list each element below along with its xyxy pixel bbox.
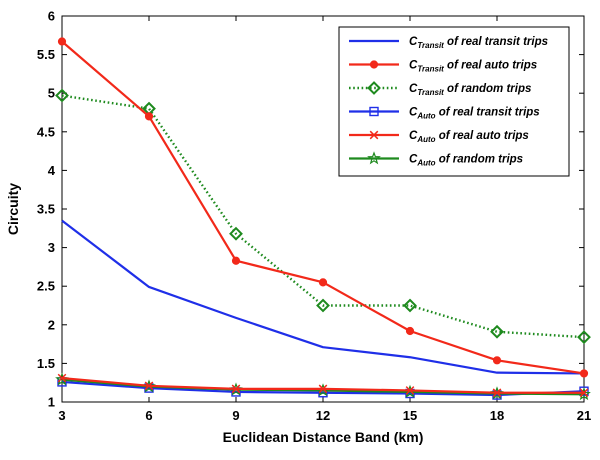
- x-tick-label: 12: [316, 408, 330, 423]
- x-axis-label: Euclidean Distance Band (km): [223, 429, 424, 445]
- legend-label: CAuto of random trips: [409, 154, 523, 168]
- data-point: [144, 112, 154, 121]
- y-tick-label: 3: [48, 240, 55, 255]
- axis-ticks: 3 6 9 12 15 18 21 1 1.5 2 2.5 3 3.5 4 4.5 5 5.5 6: [37, 9, 591, 424]
- legend-marker: [369, 60, 379, 69]
- legend-marker: [367, 81, 381, 95]
- x-tick-label: 15: [403, 408, 417, 423]
- data-point: [579, 388, 589, 398]
- legend-marker: [367, 151, 381, 165]
- legend-box: [338, 26, 570, 177]
- legend-marker: [369, 130, 379, 140]
- data-point: [316, 298, 330, 313]
- y-tick-label: 5: [48, 86, 55, 101]
- data-point: [405, 386, 415, 395]
- legend-label: CTransit of real transit trips: [409, 36, 548, 50]
- data-point: [492, 356, 502, 365]
- x-tick-label: 18: [490, 408, 504, 423]
- x-tick-label: 6: [145, 408, 152, 423]
- x-tick-label: 9: [232, 408, 239, 423]
- y-tick-label: 6: [48, 9, 55, 24]
- data-point: [318, 384, 328, 394]
- y-tick-label: 1: [48, 395, 55, 410]
- legend-item: CTransit of real auto trips: [349, 60, 537, 74]
- legend-item: CAuto of real auto trips: [349, 130, 529, 144]
- data-point: [57, 373, 67, 383]
- data-point: [403, 298, 417, 313]
- data-point: [492, 390, 502, 400]
- series-2: [57, 37, 589, 378]
- legend-item: CAuto of real transit trips: [349, 107, 540, 121]
- series-5: [57, 373, 589, 398]
- legend-item: CTransit of real transit trips: [349, 36, 548, 50]
- y-axis-label: Circuity: [5, 183, 21, 235]
- y-tick-label: 4.5: [37, 124, 55, 139]
- data-point: [490, 324, 504, 339]
- legend-label: CAuto of real auto trips: [409, 130, 529, 144]
- data-point: [405, 326, 415, 336]
- data-point: [492, 388, 502, 398]
- y-tick-label: 4: [48, 163, 56, 178]
- data-point: [231, 256, 241, 265]
- legend-marker: [369, 106, 379, 117]
- y-tick-label: 1.5: [37, 356, 55, 371]
- legend-label: CAuto of real transit trips: [409, 107, 540, 121]
- y-tick-label: 2.5: [37, 279, 55, 294]
- legend-item: CAuto of random trips: [349, 151, 523, 168]
- data-point: [577, 330, 591, 345]
- data-point: [144, 381, 154, 391]
- data-point: [55, 88, 69, 103]
- data-point: [318, 278, 328, 287]
- x-tick-label: 3: [58, 408, 65, 423]
- series-1: [61, 219, 585, 375]
- legend-label: CTransit of random trips: [409, 83, 531, 97]
- legend-item: CTransit of random trips: [349, 81, 531, 97]
- x-tick-label: 21: [577, 408, 591, 423]
- series-line: [61, 219, 585, 375]
- legend-label: CTransit of real auto trips: [409, 60, 537, 74]
- data-point: [229, 226, 243, 241]
- y-tick-label: 3.5: [37, 202, 55, 217]
- legend: CTransit of real transit trips CTransit o…: [338, 26, 570, 177]
- data-point: [231, 384, 241, 394]
- data-point: [144, 383, 154, 393]
- y-tick-label: 5.5: [37, 47, 55, 62]
- data-point: [57, 37, 67, 46]
- y-tick-label: 2: [48, 317, 55, 332]
- data-point: [579, 369, 589, 378]
- series-layer: [55, 37, 591, 401]
- series-line: [61, 94, 585, 339]
